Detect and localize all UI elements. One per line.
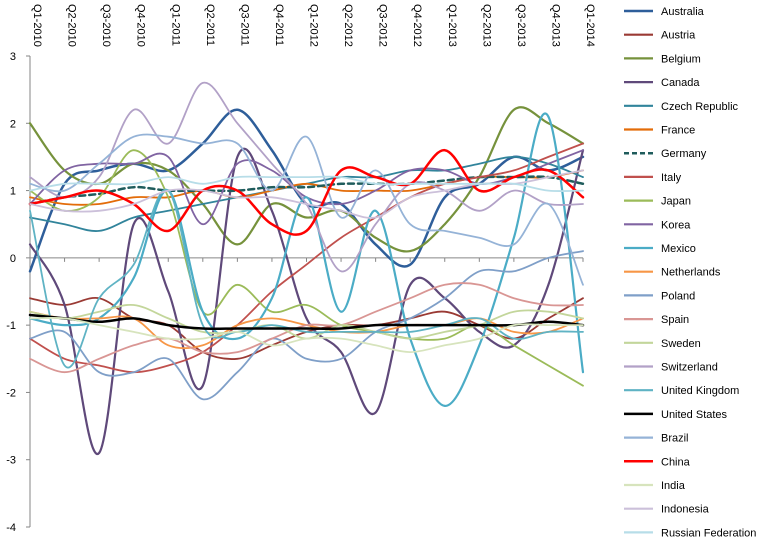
series-line-india — [29, 317, 584, 353]
legend-item-australia: Australia — [624, 6, 705, 18]
series-line-germany — [28, 175, 585, 206]
legend-item-czech-republic: Czech Republic — [624, 101, 739, 113]
series-line-china — [28, 148, 585, 236]
series-line-united-states — [28, 313, 585, 331]
x-tick-label: Q4-2011 — [273, 4, 285, 46]
y-axis: -4 -3 -2 -1 0 1 2 3 — [6, 51, 31, 534]
series-line-poland — [29, 250, 584, 401]
x-tick-label: Q4-2010 — [135, 4, 147, 47]
series-line-mexico — [28, 112, 585, 407]
legend-label: Mexico — [661, 243, 696, 255]
legend-label: Germany — [661, 148, 707, 160]
legend-label: Switzerland — [661, 362, 718, 374]
x-tick-label: Q3-2011 — [238, 4, 250, 46]
x-tick-label: Q2-2011 — [204, 4, 216, 46]
legend-item-united-kingdom: United Kingdom — [624, 385, 739, 397]
legend-item-china: China — [624, 456, 691, 468]
legend-item-india: India — [624, 480, 686, 492]
legend-label: Sweden — [661, 338, 701, 350]
legend-item-austria: Austria — [624, 30, 696, 42]
y-tick-label: 2 — [10, 118, 16, 130]
legend-item-netherlands: Netherlands — [624, 267, 721, 279]
legend-item-belgium: Belgium — [624, 53, 701, 65]
legend-label: Canada — [661, 77, 700, 89]
x-tick-label: Q4-2012 — [411, 4, 423, 47]
legend-item-korea: Korea — [624, 219, 691, 231]
legend-item-united-states: United States — [624, 409, 728, 421]
zero-line — [29, 257, 584, 262]
x-tick-label: Q3-2010 — [100, 4, 112, 47]
legend-item-mexico: Mexico — [624, 243, 696, 255]
series-line-russian-federation — [29, 175, 584, 192]
legend-label: France — [661, 125, 695, 137]
series-line-spain — [29, 282, 584, 374]
legend: Australia Austria Belgium Canada Czech Repub… — [624, 6, 756, 539]
legend-item-indonesia: Indonesia — [624, 504, 710, 516]
x-tick-label: Q4-2013 — [549, 4, 561, 47]
x-tick-label: Q1-2011 — [169, 4, 181, 46]
x-tick-label: Q1-2012 — [308, 4, 320, 47]
legend-label: Belgium — [661, 53, 701, 65]
legend-label: Brazil — [661, 433, 689, 445]
legend-label: United Kingdom — [661, 385, 739, 397]
legend-label: Czech Republic — [661, 101, 739, 113]
legend-item-france: France — [624, 125, 695, 137]
series-line-korea — [29, 149, 584, 226]
y-tick-label: 3 — [10, 51, 16, 63]
y-tick-label: 0 — [10, 253, 16, 265]
legend-label: China — [661, 456, 691, 468]
x-tick-label: Q2-2010 — [66, 4, 78, 47]
x-tick-label: Q2-2012 — [342, 4, 354, 47]
legend-label: India — [661, 480, 686, 492]
x-axis: Q1-2010 Q2-2010 Q3-2010 Q4-2010 Q1-2011 Q2-20… — [31, 4, 596, 47]
legend-label: Japan — [661, 196, 691, 208]
legend-item-brazil: Brazil — [624, 433, 689, 445]
legend-label: Netherlands — [661, 267, 721, 279]
legend-item-canada: Canada — [624, 77, 700, 89]
x-tick-label: Q1-2013 — [446, 4, 458, 47]
y-tick-label: -1 — [6, 320, 16, 332]
y-tick-label: -4 — [6, 522, 16, 534]
legend-item-sweden: Sweden — [624, 338, 701, 350]
series-layer — [28, 81, 585, 455]
series-line-belgium — [28, 106, 585, 253]
legend-item-spain: Spain — [624, 314, 689, 326]
legend-label: United States — [661, 409, 728, 421]
legend-label: Russian Federation — [661, 527, 756, 539]
legend-item-russian-federation: Russian Federation — [624, 527, 756, 539]
series-line-canada — [28, 147, 585, 455]
series-line-italy — [29, 142, 584, 374]
series-line-brazil — [29, 133, 584, 286]
legend-item-italy: Italy — [624, 172, 682, 184]
x-tick-label: Q2-2013 — [480, 4, 492, 47]
legend-label: Poland — [661, 290, 695, 302]
legend-label: Spain — [661, 314, 689, 326]
series-line-sweden — [29, 303, 584, 340]
y-tick-label: 1 — [10, 186, 16, 198]
x-tick-label: Q3-2013 — [515, 4, 527, 47]
legend-label: Indonesia — [661, 504, 710, 516]
y-tick-label: -2 — [6, 387, 16, 399]
x-tick-label: Q1-2010 — [31, 4, 43, 47]
legend-label: Italy — [661, 172, 682, 184]
legend-label: Australia — [661, 6, 705, 18]
legend-item-japan: Japan — [624, 196, 691, 208]
legend-label: Korea — [661, 219, 691, 231]
x-tick-label: Q3-2012 — [377, 4, 389, 47]
series-line-united-kingdom — [29, 188, 584, 369]
legend-item-poland: Poland — [624, 290, 695, 302]
x-tick-label: Q1-2014 — [584, 4, 596, 47]
legend-item-germany: Germany — [624, 148, 707, 160]
y-tick-label: -3 — [6, 455, 16, 467]
legend-item-switzerland: Switzerland — [624, 362, 718, 374]
legend-label: Austria — [661, 30, 696, 42]
